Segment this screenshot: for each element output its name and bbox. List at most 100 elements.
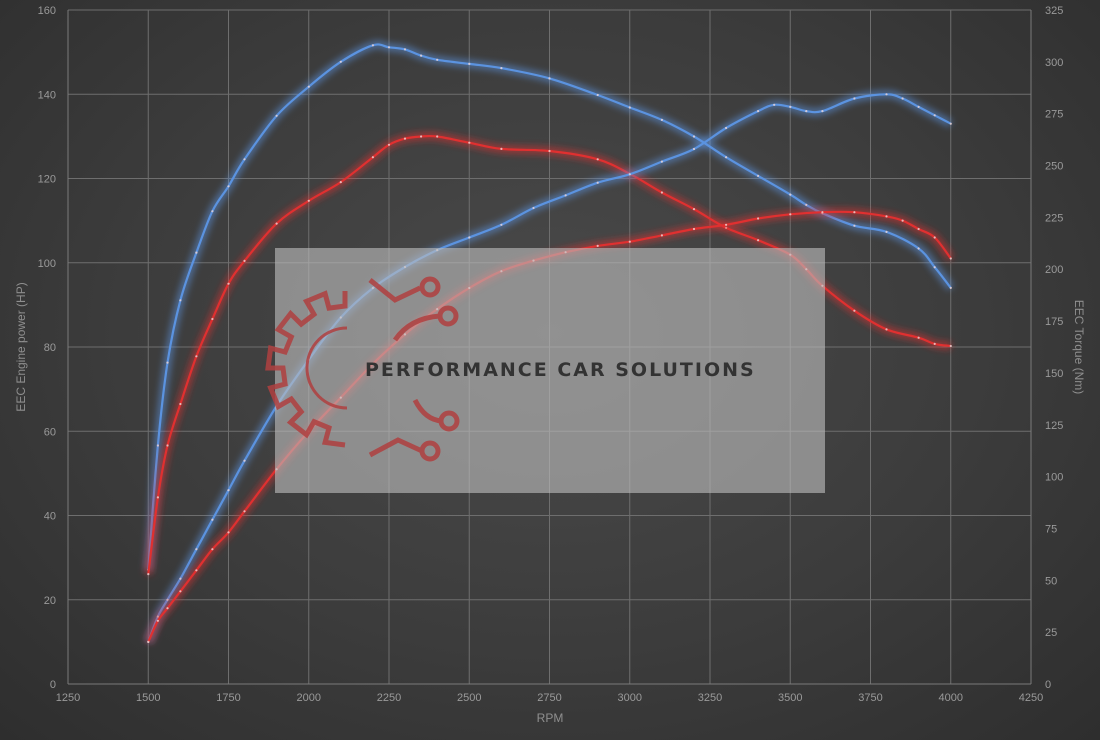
y-left-tick-label: 120 <box>38 174 56 186</box>
data-point <box>725 126 728 130</box>
circuit-node <box>419 276 441 298</box>
data-point <box>805 203 808 206</box>
data-point <box>179 590 182 593</box>
y-right-axis-title: EEC Torque (Nm) <box>1072 300 1086 394</box>
data-point <box>853 224 856 227</box>
y-left-tick-label: 140 <box>38 89 56 101</box>
data-point <box>805 110 808 113</box>
series-line <box>147 93 952 643</box>
data-point <box>166 444 169 447</box>
data-point <box>468 141 471 144</box>
data-point <box>917 247 920 250</box>
y-left-tick-label: 100 <box>38 258 56 270</box>
data-point <box>387 143 391 146</box>
data-point <box>628 240 631 243</box>
data-point <box>660 160 664 163</box>
data-point <box>821 211 824 214</box>
data-point <box>500 67 503 70</box>
data-point <box>692 147 696 151</box>
y-right-tick-label: 300 <box>1045 57 1063 69</box>
y-left-tick-label: 60 <box>44 426 56 438</box>
data-point <box>564 194 567 197</box>
data-point <box>933 114 936 117</box>
axis-ticks: 1250 1500 1750 2000 2250 2500 2750 3000 3250 3500… <box>38 5 1064 704</box>
data-point <box>195 548 198 551</box>
x-tick-label: 1500 <box>136 692 160 704</box>
y-left-tick-label: 80 <box>44 342 56 354</box>
data-point <box>757 174 760 177</box>
data-point <box>548 77 551 80</box>
data-point <box>195 251 198 254</box>
data-point <box>596 244 599 247</box>
y-right-tick-label: 175 <box>1045 316 1063 328</box>
data-point <box>628 173 631 176</box>
data-point <box>243 259 246 262</box>
y-right-tick-label: 150 <box>1045 368 1063 380</box>
data-point <box>933 266 936 269</box>
data-point <box>307 199 310 202</box>
data-point <box>468 236 471 239</box>
y-left-tick-label: 20 <box>44 595 56 607</box>
data-point <box>628 106 631 109</box>
y-right-tick-label: 225 <box>1045 212 1063 224</box>
data-point <box>949 122 952 125</box>
data-point <box>227 531 230 534</box>
data-point <box>147 573 150 576</box>
x-tick-label: 3250 <box>698 692 722 704</box>
data-point <box>339 181 342 184</box>
x-tick-label: 2000 <box>297 692 321 704</box>
data-point <box>885 93 888 96</box>
data-point <box>179 577 182 580</box>
data-point <box>660 118 664 121</box>
data-point <box>548 149 551 153</box>
data-point <box>725 223 728 226</box>
data-point <box>692 227 696 231</box>
x-tick-label: 4000 <box>939 692 963 704</box>
data-point <box>468 62 471 65</box>
data-point <box>227 282 230 285</box>
y-left-axis-title: EEC Engine power (HP) <box>14 282 28 411</box>
gear-inner-arc <box>305 326 348 410</box>
data-point <box>166 598 169 601</box>
data-point <box>757 110 760 113</box>
series-lines <box>144 40 955 644</box>
data-point <box>596 158 599 161</box>
data-point <box>371 44 374 47</box>
data-point <box>275 222 278 225</box>
data-point <box>500 147 503 150</box>
data-point <box>179 402 182 406</box>
data-point <box>917 227 920 231</box>
data-point <box>773 103 776 106</box>
x-tick-label: 2500 <box>457 692 481 704</box>
data-point <box>403 137 407 140</box>
data-point <box>949 344 952 348</box>
data-point <box>211 548 214 551</box>
y-right-tick-label: 75 <box>1045 523 1057 535</box>
data-point <box>757 239 760 242</box>
data-point <box>243 459 246 462</box>
data-point <box>156 496 159 499</box>
y-right-tick-label: 325 <box>1045 5 1063 17</box>
data-point <box>436 135 439 138</box>
gear-teeth <box>265 290 348 448</box>
data-point <box>156 619 159 622</box>
data-point <box>885 215 888 218</box>
data-point <box>339 60 342 63</box>
data-point <box>166 607 169 610</box>
y-right-tick-label: 250 <box>1045 161 1063 173</box>
data-point <box>227 185 230 188</box>
data-point <box>885 328 888 331</box>
data-point <box>179 299 182 302</box>
data-point <box>243 158 246 161</box>
x-tick-label: 4250 <box>1019 692 1043 704</box>
circuit-node <box>437 305 459 327</box>
data-point <box>211 210 214 213</box>
y-left-tick-label: 160 <box>38 5 56 17</box>
watermark-panel <box>275 248 825 493</box>
x-tick-label: 1750 <box>216 692 240 704</box>
data-point <box>901 97 904 100</box>
data-point <box>917 105 920 108</box>
data-point <box>227 489 230 492</box>
x-tick-label: 3500 <box>778 692 802 704</box>
data-point <box>789 213 792 216</box>
